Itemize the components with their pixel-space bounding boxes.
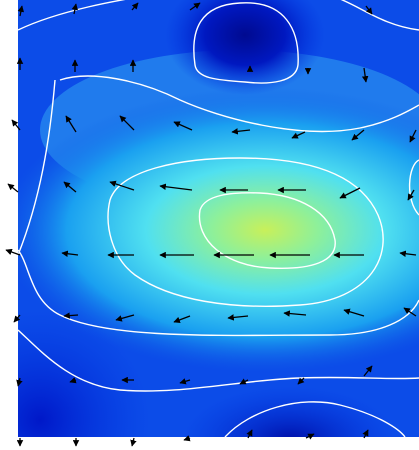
arrows: [5, 2, 417, 447]
field: [18, 0, 419, 437]
